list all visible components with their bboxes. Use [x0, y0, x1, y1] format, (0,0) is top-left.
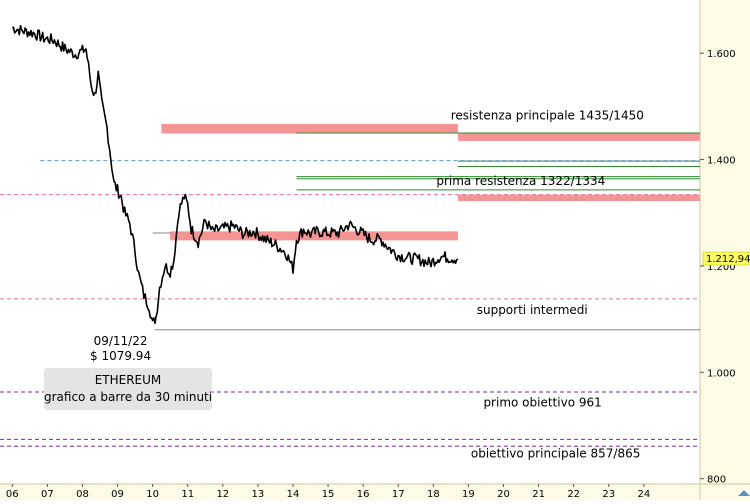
x-tick-label: 20	[497, 489, 510, 500]
annotation-label: resistenza principale 1435/1450	[451, 109, 644, 123]
x-tick-label: 19	[462, 489, 475, 500]
annotation-label: primo obiettivo 961	[483, 395, 601, 409]
price-axis-panel	[700, 0, 750, 500]
scroll-arrow-icon	[738, 490, 750, 496]
chart-title: ETHEREUM	[94, 373, 162, 387]
y-tick-label: 800	[707, 475, 726, 486]
time-axis-panel	[0, 484, 750, 500]
resistance-zone-3	[170, 231, 458, 241]
x-tick-label: 13	[252, 489, 265, 500]
x-tick-label: 12	[216, 489, 229, 500]
last-price-label: 1.212,94	[706, 254, 750, 265]
low-date-label: 09/11/22	[94, 334, 148, 348]
low-price-label: $ 1079.94	[90, 349, 151, 363]
x-tick-label: 23	[602, 489, 615, 500]
resistance-zone-2	[457, 194, 700, 202]
x-tick-label: 06	[6, 489, 19, 500]
resistance-zone-1	[457, 132, 700, 141]
x-tick-label: 22	[567, 489, 580, 500]
price-series-line	[11, 24, 459, 325]
resistance-zone-0	[161, 123, 458, 134]
annotation-label: supporti intermedi	[477, 303, 588, 317]
x-tick-label: 24	[637, 489, 650, 500]
x-tick-label: 21	[532, 489, 545, 500]
x-tick-label: 08	[76, 489, 89, 500]
annotation-label: prima resistenza 1322/1334	[436, 174, 605, 188]
x-tick-label: 17	[392, 489, 405, 500]
y-tick-label: 1.400	[707, 156, 736, 167]
x-tick-label: 07	[41, 489, 54, 500]
x-tick-label: 11	[181, 489, 194, 500]
chart-title-box: ETHEREUM grafico a barre da 30 minuti	[44, 368, 212, 410]
x-tick-label: 18	[427, 489, 440, 500]
x-tick-label: 15	[322, 489, 335, 500]
x-tick-label: 14	[287, 489, 300, 500]
y-tick-label: 1.200	[707, 262, 736, 273]
x-tick-label: 16	[357, 489, 370, 500]
y-tick-label: 1.600	[707, 49, 736, 60]
chart-subtitle: grafico a barre da 30 minuti	[44, 390, 213, 404]
last-price-badge	[702, 251, 750, 266]
x-tick-label: 09	[111, 489, 124, 500]
x-tick-label: 10	[146, 489, 159, 500]
annotation-label: obiettivo principale 857/865	[471, 446, 640, 460]
y-tick-label: 1.000	[707, 368, 736, 379]
